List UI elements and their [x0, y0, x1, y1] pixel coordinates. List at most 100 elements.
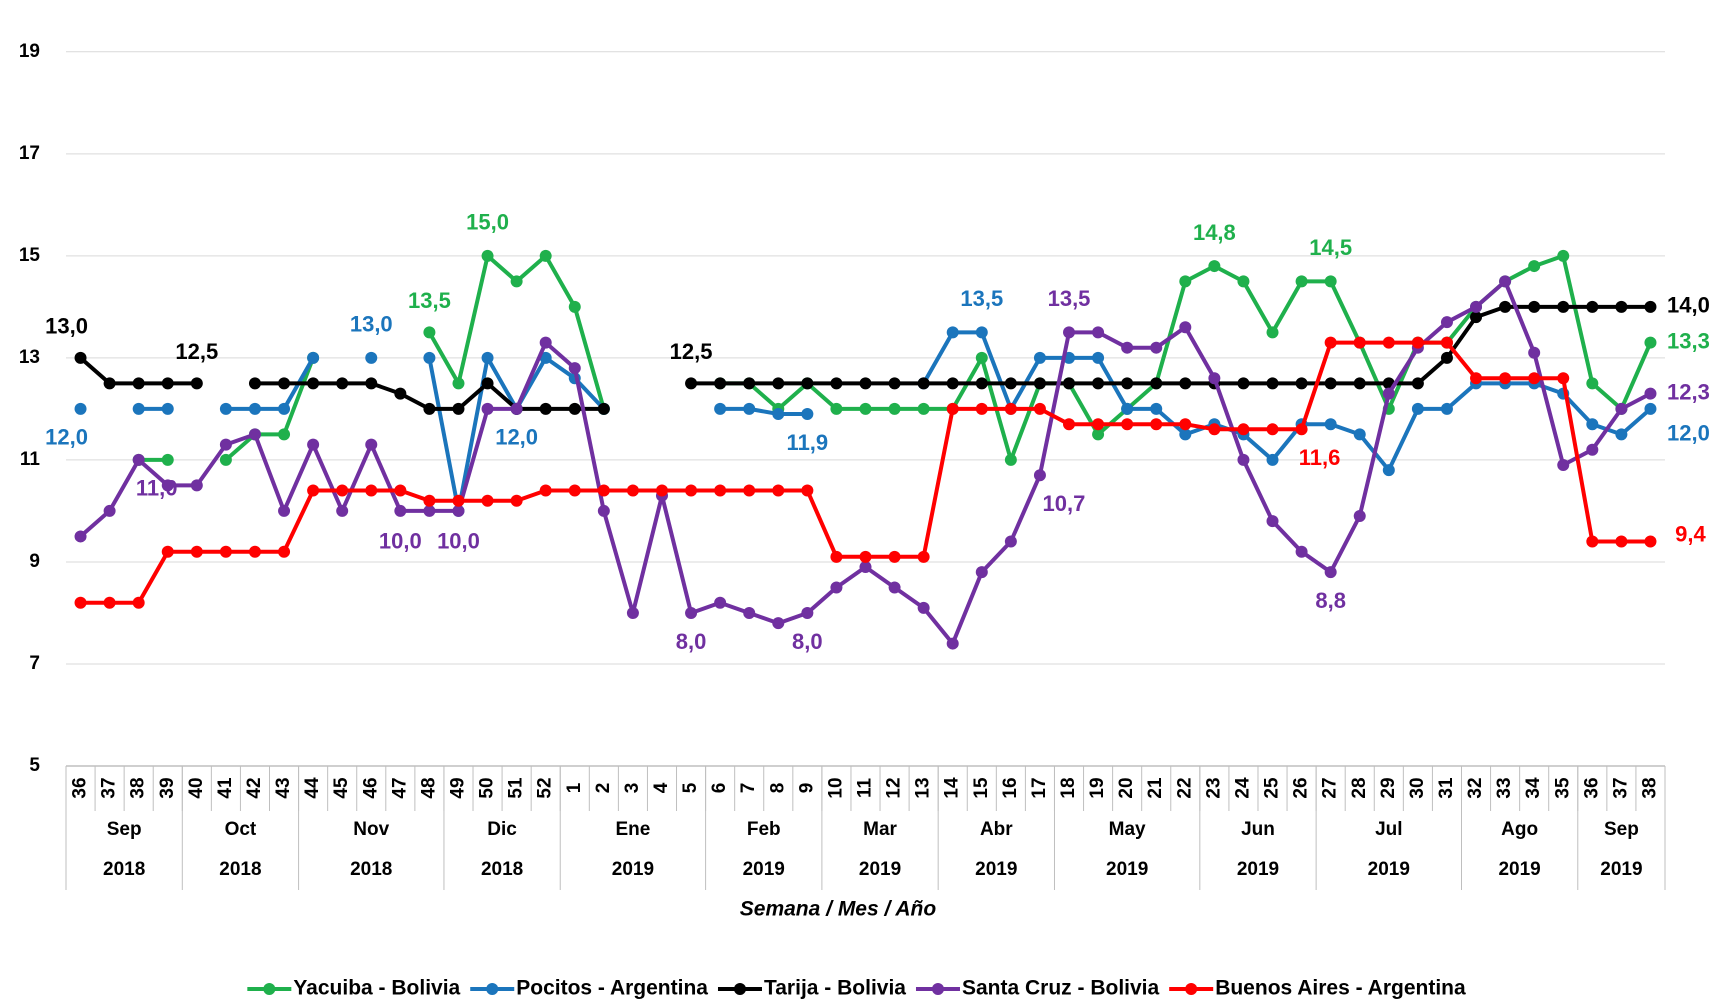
point	[132, 453, 145, 466]
point	[1499, 372, 1512, 385]
y-tick-label: 13	[19, 347, 40, 368]
point	[888, 377, 901, 390]
point	[568, 300, 581, 313]
point	[1644, 300, 1657, 313]
point	[1528, 372, 1541, 385]
x-tick-label: 52	[535, 777, 556, 798]
point	[743, 377, 756, 390]
legend-marker	[1185, 983, 1198, 995]
point	[1237, 377, 1250, 390]
year-label: 2019	[1368, 859, 1410, 880]
point	[103, 377, 116, 390]
month-label: Jun	[1241, 819, 1275, 840]
legend-marker	[733, 983, 746, 995]
month-label: Nov	[353, 819, 389, 840]
x-tick-label: 37	[99, 777, 120, 798]
point	[975, 377, 988, 390]
point	[248, 545, 261, 558]
x-tick-label: 5	[680, 782, 701, 793]
year-label: 2019	[975, 859, 1017, 880]
x-tick-label: 51	[506, 777, 527, 799]
point	[190, 545, 203, 558]
x-tick-label: 25	[1262, 777, 1283, 799]
x-tick-label: 6	[709, 783, 730, 794]
point	[1615, 428, 1628, 441]
point	[1237, 453, 1250, 466]
point	[1644, 402, 1657, 415]
value-label: 8,0	[676, 629, 707, 654]
point	[859, 550, 872, 563]
point	[772, 617, 785, 630]
point	[1266, 515, 1279, 528]
point	[336, 377, 349, 390]
point	[1237, 275, 1250, 288]
x-tick-label: 34	[1523, 777, 1544, 799]
point	[219, 453, 232, 466]
point	[1615, 402, 1628, 415]
value-label: 10,0	[379, 529, 422, 554]
point	[132, 402, 145, 415]
point	[685, 484, 698, 497]
point	[1150, 341, 1163, 354]
month-label: Ago	[1501, 819, 1538, 840]
point	[1033, 402, 1046, 415]
y-tick-label: 17	[19, 143, 40, 164]
x-tick-label: 27	[1320, 777, 1341, 798]
x-tick-label: 36	[70, 777, 91, 798]
point	[975, 566, 988, 579]
value-label: 12,0	[1667, 421, 1710, 446]
point	[830, 377, 843, 390]
value-label: 13,5	[408, 288, 451, 313]
legend-label: Buenos Aires - Argentina	[1215, 977, 1466, 1000]
point	[1063, 377, 1076, 390]
legend-label: Yacuiba - Bolivia	[293, 977, 460, 1000]
point	[772, 408, 785, 421]
year-label: 2018	[103, 859, 145, 880]
year-label: 2019	[1498, 859, 1540, 880]
point	[946, 377, 959, 390]
x-tick-label: 33	[1494, 777, 1515, 798]
point	[1092, 326, 1105, 339]
year-label: 2019	[612, 859, 654, 880]
point	[394, 504, 407, 517]
point	[452, 377, 465, 390]
x-tick-label: 42	[244, 777, 265, 798]
point	[1324, 377, 1337, 390]
point	[626, 606, 639, 619]
point	[1353, 428, 1366, 441]
point	[568, 402, 581, 415]
point	[801, 606, 814, 619]
point	[539, 336, 552, 349]
point	[1150, 418, 1163, 431]
point	[1353, 336, 1366, 349]
point	[1208, 423, 1221, 436]
point	[1295, 275, 1308, 288]
year-label: 2019	[743, 859, 785, 880]
point	[278, 377, 291, 390]
value-label: 12,5	[670, 339, 713, 364]
year-label: 2019	[1600, 859, 1642, 880]
x-tick-label: 39	[157, 777, 178, 798]
point	[1295, 545, 1308, 558]
x-tick-label: 36	[1581, 777, 1602, 798]
point	[946, 326, 959, 339]
x-tick-label: 17	[1029, 777, 1050, 798]
point	[423, 504, 436, 517]
x-tick-label: 24	[1232, 777, 1253, 799]
x-tick-label: 49	[447, 777, 468, 798]
point	[714, 402, 727, 415]
x-tick-label: 9	[796, 783, 817, 794]
point	[423, 326, 436, 339]
x-tick-label: 50	[477, 777, 498, 798]
point	[336, 484, 349, 497]
x-tick-label: 46	[360, 777, 381, 798]
point	[1528, 346, 1541, 359]
month-label: Oct	[225, 819, 257, 840]
point	[830, 581, 843, 594]
month-label: Abr	[980, 819, 1013, 840]
x-tick-label: 30	[1407, 777, 1428, 798]
point	[481, 351, 494, 364]
point	[801, 377, 814, 390]
point	[510, 402, 523, 415]
point	[1266, 377, 1279, 390]
